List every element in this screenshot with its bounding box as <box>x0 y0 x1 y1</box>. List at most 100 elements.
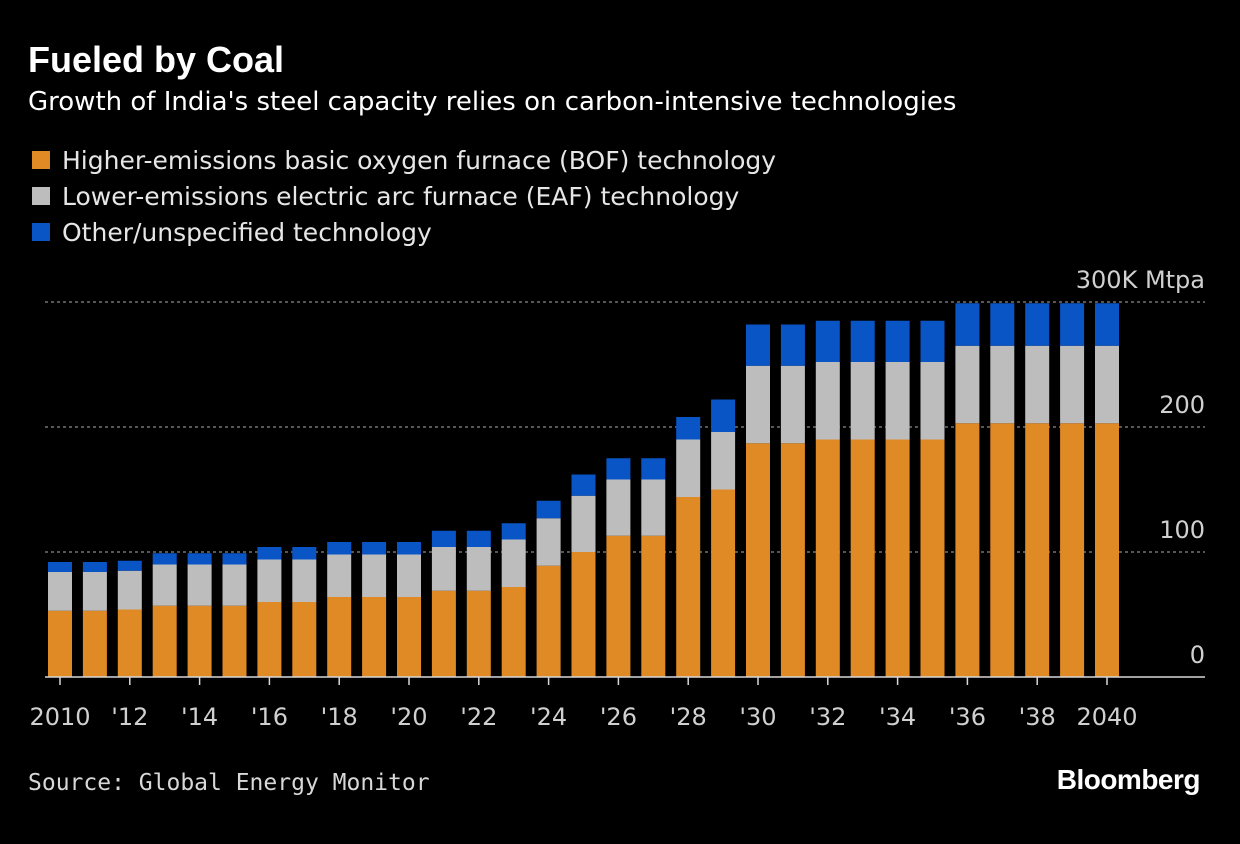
bar-bof-2011 <box>82 610 107 677</box>
bar-other-2022 <box>466 530 491 547</box>
bar-bof-2017 <box>292 602 317 677</box>
bar-eaf-2013 <box>152 564 177 606</box>
bar-bof-2027 <box>641 535 666 677</box>
bar-eaf-2017 <box>292 559 317 602</box>
x-tick-label-2032: '32 <box>809 703 846 731</box>
bar-bof-2024 <box>536 565 561 677</box>
bar-bof-2034 <box>885 439 910 677</box>
bar-bof-2032 <box>815 439 840 677</box>
bar-eaf-2038 <box>1025 345 1050 424</box>
x-tick-label-2040: 2040 <box>1076 703 1137 731</box>
bar-eaf-2010 <box>48 572 72 611</box>
bar-other-2010 <box>48 562 72 572</box>
bar-bof-2020 <box>397 597 421 677</box>
x-tick-label-2018: '18 <box>321 703 358 731</box>
legend-label-eaf: Lower-emissions electric arc furnace (EA… <box>62 181 740 211</box>
bloomberg-logo: Bloomberg <box>1056 764 1201 795</box>
bar-other-2040 <box>1095 303 1119 346</box>
bar-bof-2019 <box>362 597 387 677</box>
bar-eaf-2033 <box>850 362 875 440</box>
bar-other-2018 <box>327 542 352 555</box>
bar-other-2035 <box>920 320 945 362</box>
bar-other-2030 <box>746 324 770 366</box>
x-tick-label-2024: '24 <box>530 703 567 731</box>
bar-other-2023 <box>501 523 526 540</box>
bar-eaf-2039 <box>1060 345 1085 424</box>
bar-other-2020 <box>397 542 421 555</box>
source-note: Source: Global Energy Monitor <box>28 770 430 796</box>
legend-item-bof: Higher-emissions basic oxygen furnace (B… <box>32 142 776 178</box>
bar-bof-2037 <box>990 423 1015 677</box>
bar-other-2039 <box>1060 303 1085 346</box>
x-tick-label-2038: '38 <box>1019 703 1056 731</box>
bar-bof-2035 <box>920 439 945 677</box>
bar-other-2016 <box>257 547 282 560</box>
bar-other-2032 <box>815 320 840 362</box>
bar-other-2017 <box>292 547 317 560</box>
bar-eaf-2018 <box>327 554 352 597</box>
bar-eaf-2032 <box>815 362 840 440</box>
legend-label-other: Other/unspecified technology <box>62 217 432 247</box>
bar-other-2026 <box>606 458 631 480</box>
bar-other-2011 <box>82 562 107 572</box>
bar-bof-2031 <box>780 443 805 677</box>
x-tick-label-2014: '14 <box>181 703 218 731</box>
bar-bof-2013 <box>152 605 177 677</box>
x-tick-label-2028: '28 <box>670 703 707 731</box>
bar-bof-2038 <box>1025 423 1050 677</box>
bar-bof-2036 <box>955 423 980 677</box>
bar-eaf-2040 <box>1095 345 1119 424</box>
bar-eaf-2021 <box>431 547 456 591</box>
legend-swatch-bof <box>32 151 50 169</box>
bar-other-2029 <box>711 399 736 432</box>
bar-eaf-2031 <box>780 365 805 444</box>
bar-eaf-2022 <box>466 547 491 591</box>
x-tick-label-2020: '20 <box>390 703 427 731</box>
x-tick-label-2012: '12 <box>111 703 148 731</box>
bar-eaf-2019 <box>362 554 387 597</box>
bar-bof-2015 <box>222 605 247 677</box>
bar-eaf-2023 <box>501 539 526 587</box>
bar-eaf-2030 <box>746 365 770 444</box>
x-tick-label-2026: '26 <box>600 703 637 731</box>
y-tick-label-200: 200 <box>1159 391 1205 419</box>
bar-bof-2040 <box>1095 423 1119 677</box>
bar-bof-2012 <box>117 609 142 677</box>
bar-bof-2010 <box>48 610 72 677</box>
bar-bof-2021 <box>431 590 456 677</box>
bar-bof-2033 <box>850 439 875 677</box>
x-tick-label-2036: '36 <box>949 703 986 731</box>
x-tick-label-2016: '16 <box>251 703 288 731</box>
bar-bof-2029 <box>711 489 736 677</box>
bar-bof-2014 <box>187 605 212 677</box>
x-tick-label-2010: 2010 <box>29 703 90 731</box>
bar-eaf-2020 <box>397 554 421 597</box>
chart-title: Fueled by Coal <box>28 39 285 80</box>
chart-subtitle: Growth of India's steel capacity relies … <box>28 87 957 117</box>
bar-other-2031 <box>780 324 805 366</box>
bar-eaf-2027 <box>641 479 666 536</box>
bar-eaf-2014 <box>187 564 212 606</box>
bar-bof-2016 <box>257 602 282 677</box>
x-tick-label-2034: '34 <box>879 703 916 731</box>
bar-bof-2030 <box>746 443 770 677</box>
bar-other-2037 <box>990 303 1015 346</box>
bar-other-2024 <box>536 500 561 519</box>
bar-bof-2025 <box>571 552 596 677</box>
bar-other-2014 <box>187 553 212 565</box>
bar-other-2013 <box>152 553 177 565</box>
bar-eaf-2028 <box>676 439 701 497</box>
bar-bof-2028 <box>676 497 701 677</box>
legend-label-bof: Higher-emissions basic oxygen furnace (B… <box>62 145 777 175</box>
bar-other-2038 <box>1025 303 1050 346</box>
bar-eaf-2015 <box>222 564 247 606</box>
x-tick-label-2030: '30 <box>739 703 776 731</box>
y-tick-label-0: 0 <box>1190 641 1205 669</box>
bar-other-2033 <box>850 320 875 362</box>
bar-other-2027 <box>641 458 666 480</box>
bar-eaf-2036 <box>955 345 980 424</box>
legend-swatch-other <box>32 223 50 241</box>
bar-eaf-2037 <box>990 345 1015 424</box>
bar-other-2028 <box>676 417 701 440</box>
